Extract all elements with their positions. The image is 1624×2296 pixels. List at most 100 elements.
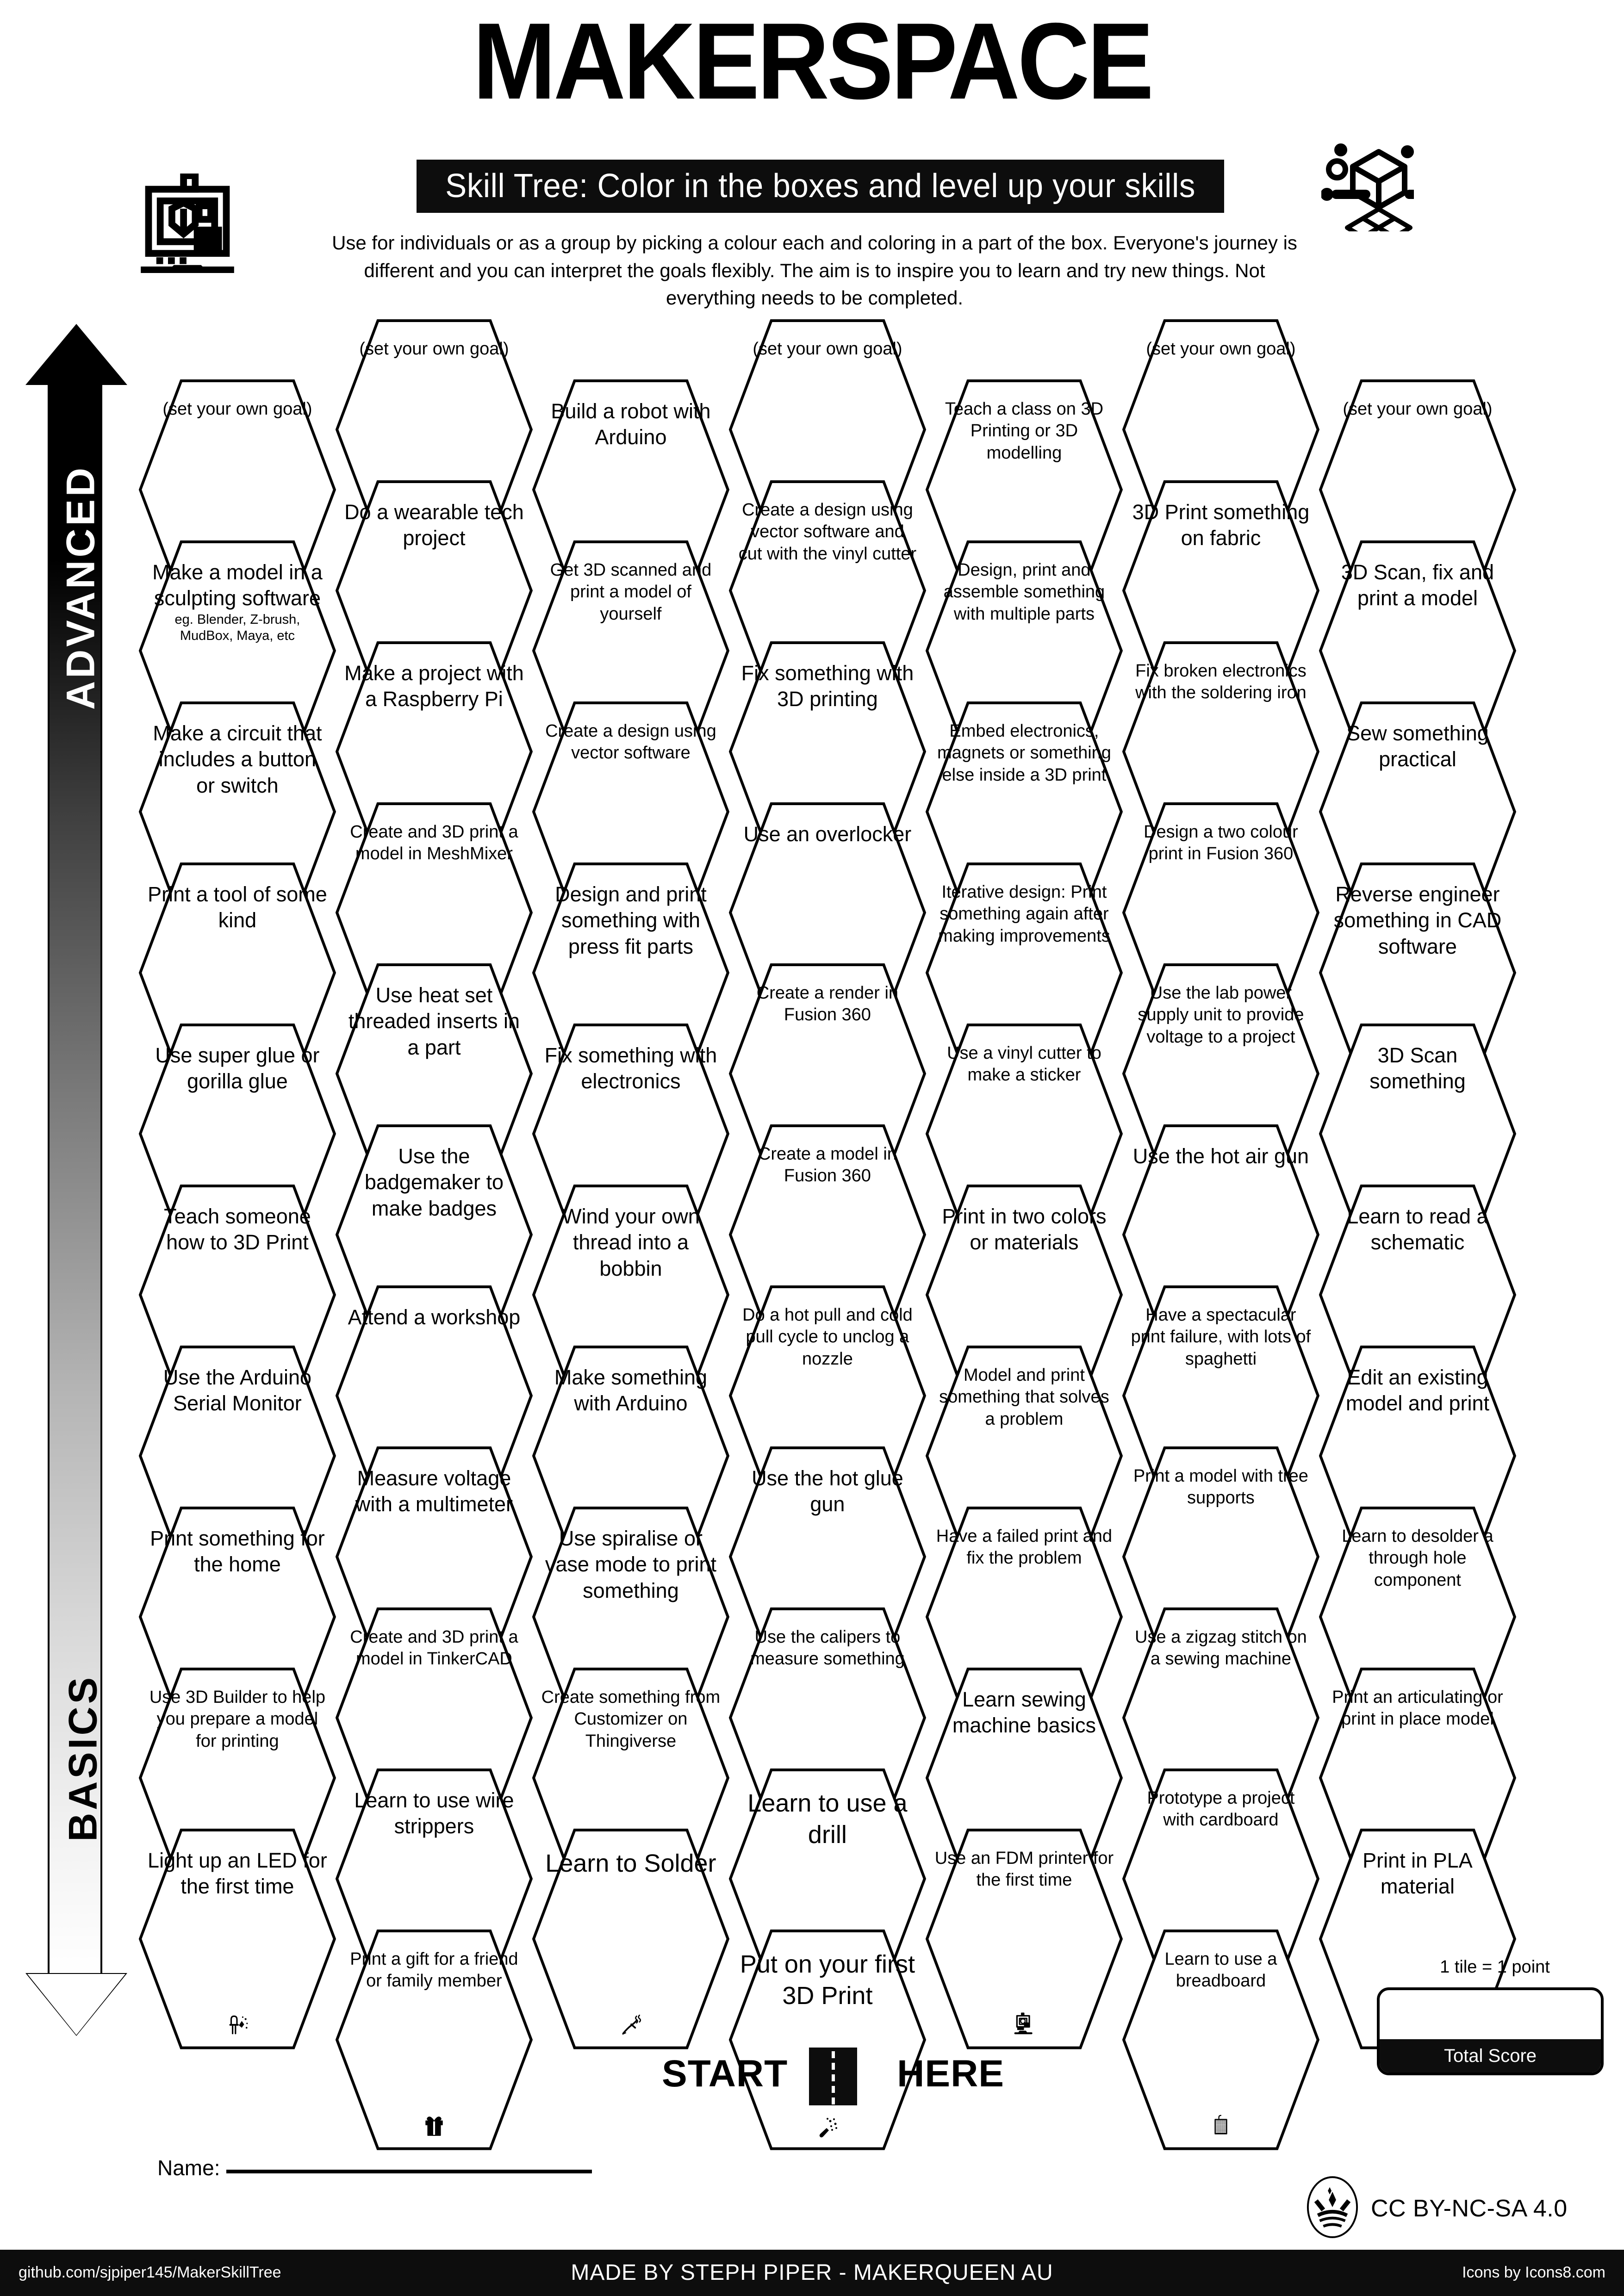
road-dash <box>832 2097 835 2104</box>
skill-hex-label: Print a gift for a friend or family memb… <box>350 1949 518 1991</box>
skill-hex-label: Reverse engineer something in CAD softwa… <box>1333 882 1502 958</box>
arrow-shaft <box>48 384 102 1976</box>
soldering-iron-icon <box>532 2013 729 2037</box>
license-row: CC BY-NC-SA 4.0 <box>1305 2175 1568 2242</box>
skill-hex-label: Sew something practical <box>1346 721 1489 771</box>
tile-point-note: 1 tile = 1 point <box>1440 1957 1550 1977</box>
skill-hex-label: Learn to use a drill <box>747 1789 908 1849</box>
skill-hex[interactable]: Learn to use a breadboard <box>1122 1930 1319 2150</box>
author-credit: MADE BY STEPH PIPER - MAKERQUEEN AU <box>571 2260 1053 2285</box>
skill-hex-label: Learn to Solder <box>545 1849 716 1877</box>
skill-hex-label: (set your own goal) <box>162 399 312 419</box>
skill-hex-label: Make a model in a sculpting software eg. … <box>147 559 328 644</box>
subtitle-banner: Skill Tree: Color in the boxes and level… <box>417 160 1224 213</box>
skill-hex-label: Use the calipers to measure something <box>750 1627 905 1669</box>
start-label: START <box>662 2053 788 2095</box>
skill-hex-label: Prototype a project with cardboard <box>1147 1788 1295 1830</box>
skill-hex[interactable]: Put on your first 3D Print <box>729 1930 926 2150</box>
name-field-row[interactable]: Name: <box>157 2155 592 2180</box>
skill-hex-label: (set your own goal) <box>1343 399 1493 419</box>
skill-hex-label: Make a project with a Raspberry Pi <box>344 661 524 711</box>
led-spark-icon <box>139 2013 336 2037</box>
skill-hex-label: Design, print and assemble something wit… <box>943 560 1105 624</box>
skill-hex-label: Learn to desolder a through hole compone… <box>1342 1526 1493 1590</box>
skill-hex-label: Use an overlocker <box>743 822 912 846</box>
skill-hex-label: Fix broken electronics with the solderin… <box>1135 661 1307 703</box>
breadboard-icon <box>1122 2112 1319 2138</box>
gift-icon <box>336 2113 533 2138</box>
skill-hex-label: Put on your first 3D Print <box>740 1950 915 2010</box>
road-dash <box>832 2063 835 2070</box>
road-dash <box>832 2086 835 2093</box>
skill-hex-label: Light up an LED for the first time <box>148 1848 327 1899</box>
skill-hex-label: Use the lab power supply unit to provide… <box>1138 983 1304 1047</box>
skill-hex-label: Create and 3D print a model in TinkerCAD <box>350 1627 518 1669</box>
skill-hex-label: (set your own goal) <box>359 339 509 359</box>
skill-hex[interactable]: Use an FDM printer for the first time <box>926 1829 1123 2049</box>
skill-hex-label: Use the hot air gun <box>1132 1144 1309 1168</box>
skill-hex-label: Build a robot with Arduino <box>551 399 711 449</box>
road-dash <box>832 2051 835 2058</box>
skill-hex-label: Use an FDM printer for the first time <box>934 1848 1114 1890</box>
skill-hex[interactable]: Learn to Solder <box>532 1829 729 2049</box>
skill-hex-sublabel: eg. Blender, Z-brush, MudBox, Maya, etc <box>174 612 300 643</box>
subtitle-text: Skill Tree: Color in the boxes and level… <box>445 168 1195 205</box>
skill-hex-label: Embed electronics, magnets or something … <box>937 721 1111 785</box>
3d-printer-icon <box>139 172 236 275</box>
skill-hex[interactable]: Print a gift for a friend or family memb… <box>336 1930 533 2150</box>
road-icon <box>809 2048 857 2105</box>
road-dash <box>832 2074 835 2081</box>
skill-hex-label: Use the hot glue gun <box>752 1466 903 1516</box>
skill-hex-label: Wind your own thread into a bobbin <box>562 1204 700 1280</box>
skill-hex-label: Print a model with tree supports <box>1133 1466 1308 1508</box>
skill-hex-label: Use spiralise or vase mode to print some… <box>545 1526 717 1602</box>
skill-hex-label: Learn sewing machine basics <box>952 1687 1096 1738</box>
hex-outline <box>1122 1930 1319 2150</box>
skill-hex-label: Print in PLA material <box>1363 1848 1473 1899</box>
skill-hex-label: Fix something with electronics <box>544 1043 717 1093</box>
hex-outline <box>532 1829 729 2049</box>
skill-hex-label: Do a hot pull and cold pull cycle to unc… <box>742 1305 913 1369</box>
skill-hex-label: Fix something with 3D printing <box>741 661 914 711</box>
skill-hex-label: Create a design using vector software <box>545 721 716 763</box>
github-link[interactable]: github.com/sjpiper145/MakerSkillTree <box>19 2264 281 2281</box>
skill-hex-label: Use a zigzag stitch on a sewing machine <box>1135 1627 1307 1669</box>
skill-hex-label: Teach someone how to 3D Print <box>164 1204 311 1254</box>
hex-outline <box>139 1829 336 2049</box>
arrow-head-up <box>25 324 127 385</box>
license-text: CC BY-NC-SA 4.0 <box>1371 2195 1568 2222</box>
skill-hex-label: Print a tool of some kind <box>148 882 327 932</box>
hex-outline <box>336 1930 533 2150</box>
hex-outline <box>926 1829 1123 2049</box>
skill-hex-label: Learn to read a schematic <box>1347 1204 1488 1254</box>
skill-hex-label: Use a vinyl cutter to make a sticker <box>947 1043 1101 1085</box>
printer-icon <box>926 2010 1123 2037</box>
skill-hex[interactable]: Light up an LED for the first time <box>139 1829 336 2049</box>
name-input-line[interactable] <box>226 2170 592 2173</box>
skill-hex-label: Print an articulating or print in place … <box>1332 1687 1503 1729</box>
skill-hex-label: Create a render in Fusion 360 <box>756 983 899 1025</box>
footer-bar: github.com/sjpiper145/MakerSkillTree MAD… <box>0 2250 1624 2296</box>
skill-hex-label: 3D Print something on fabric <box>1132 500 1310 550</box>
skill-hex-label: Create and 3D print a model in MeshMixer <box>350 822 518 864</box>
skill-hex-label: (set your own goal) <box>753 339 902 359</box>
skill-hex-label: Create a design using vector software an… <box>738 500 917 564</box>
total-score-box[interactable]: Total Score <box>1377 1987 1604 2075</box>
skill-hex-label: 3D Scan, fix and print a model <box>1341 560 1494 610</box>
page-title: MAKERSPACE <box>473 0 1154 122</box>
skill-hex-label: Create a model in Fusion 360 <box>758 1144 897 1186</box>
intro-blurb: Use for individuals or as a group by pic… <box>332 232 1297 309</box>
skill-hex-label: Have a failed print and fix the problem <box>936 1526 1113 1568</box>
confetti-icon <box>729 2114 926 2138</box>
skill-hex-label: Print something for the home <box>150 1526 325 1576</box>
skill-hex-label: Make a circuit that includes a button or… <box>153 721 322 797</box>
skill-hex-label: Model and print something that solves a … <box>939 1365 1109 1429</box>
skill-hex-label: Get 3D scanned and print a model of your… <box>550 560 712 624</box>
icons-credit[interactable]: Icons by Icons8.com <box>1462 2264 1605 2281</box>
level-arrow: ADVANCED BASICS <box>25 324 127 2036</box>
start-here-marker: START HERE <box>662 2048 1004 2105</box>
skill-hex-label: Use super glue or gorilla glue <box>155 1043 320 1093</box>
skill-hex-label: Create something from Customizer on Thin… <box>541 1687 721 1751</box>
hex-outline <box>729 1930 926 2150</box>
